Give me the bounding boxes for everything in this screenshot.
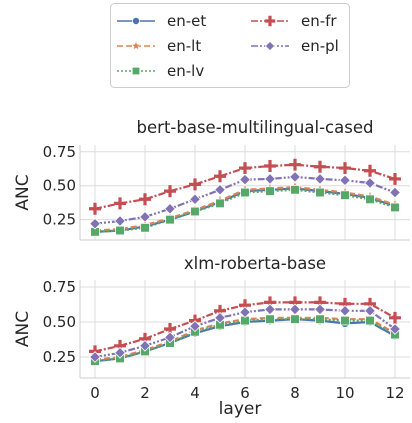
y-tick-label: 0.25 (43, 348, 76, 366)
x-tick-label: 8 (290, 384, 300, 402)
data-point-en-pl (114, 346, 126, 359)
data-point-en-fr (214, 170, 226, 183)
data-point-en-lv (390, 202, 400, 213)
data-point-en-pl (264, 303, 276, 316)
data-point-en-lv (140, 223, 150, 233)
legend-item-en-lt: en-lt (117, 37, 201, 55)
legend-frame (110, 3, 350, 88)
data-point-en-lv (165, 214, 175, 225)
data-point-en-lv (340, 315, 350, 326)
x-axis-label: layer (219, 399, 262, 419)
data-point-en-lv (365, 194, 375, 205)
data-point-en-lv (265, 186, 275, 196)
data-point-en-pl (389, 323, 401, 335)
data-point-en-fr (314, 160, 326, 173)
data-point-en-fr (364, 164, 376, 177)
y-tick-label: 0.75 (43, 143, 76, 161)
x-tick-label: 4 (190, 384, 200, 402)
x-tick-label: 12 (385, 384, 404, 402)
data-point-en-pl (264, 173, 276, 185)
legend-label: en-lv (167, 62, 204, 80)
data-point-en-pl (164, 202, 176, 215)
panel-xlmr: 0 2 4 6 8 10 12 0.25 0.50 0.75 xlm-roberta-base ANC… (13, 254, 410, 419)
data-point-en-lv (365, 315, 375, 326)
data-point-en-pl (214, 183, 226, 196)
data-point-en-lv (290, 185, 300, 195)
data-point-en-pl (314, 173, 326, 185)
data-point-en-pl (364, 177, 376, 189)
data-point-en-pl (114, 215, 126, 227)
series-en-pl (89, 303, 401, 363)
y-tick-label: 0.75 (43, 278, 76, 296)
data-point-en-pl (214, 311, 226, 324)
x-tick-label: 2 (140, 384, 150, 402)
y-tick-label: 0.25 (43, 211, 76, 229)
panel-bert: 0.25 0.50 0.75 bert-base-multilingual-cased… (13, 118, 410, 241)
data-point-en-lv (190, 206, 200, 217)
data-point-en-fr (339, 162, 351, 175)
data-point-en-lv (315, 187, 325, 198)
data-point-en-fr (164, 185, 176, 198)
legend-item-en-pl: en-pl (251, 37, 339, 55)
legend-label: en-et (167, 12, 206, 30)
legend-item-en-et: en-et (117, 12, 206, 30)
data-point-en-lv (240, 187, 250, 198)
data-point-en-fr (189, 178, 201, 191)
data-point-en-fr (139, 193, 151, 206)
data-point-en-pl (339, 174, 351, 187)
data-point-en-fr (239, 162, 251, 175)
y-tick-label: 0.50 (43, 177, 76, 195)
legend-marker-square (131, 66, 141, 76)
legend-item-en-lv: en-lv (117, 62, 204, 80)
data-point-en-pl (189, 320, 201, 333)
y-tick-label: 0.50 (43, 313, 76, 331)
data-point-en-pl (239, 306, 251, 319)
legend: en-et en-lt en-lv en-fr en-pl (110, 3, 350, 88)
legend-marker-star (130, 40, 142, 51)
data-point-en-lv (290, 314, 300, 324)
y-axis-label: ANC (13, 174, 33, 210)
legend-marker-circle (131, 16, 140, 25)
x-tick-label: 6 (240, 384, 250, 402)
x-tick-label: 0 (90, 384, 100, 402)
legend-marker-plus (264, 15, 276, 27)
data-point-en-lv (315, 314, 325, 324)
series-en-pl (89, 171, 401, 230)
data-point-en-pl (289, 303, 301, 316)
legend-label: en-fr (301, 12, 337, 30)
data-point-en-fr (114, 197, 126, 210)
legend-label: en-pl (301, 37, 339, 55)
data-point-en-pl (289, 171, 301, 183)
data-point-en-pl (364, 304, 376, 317)
series-en-lv (90, 185, 400, 237)
data-point-en-fr (264, 160, 276, 173)
panel-title: xlm-roberta-base (184, 254, 326, 273)
legend-label: en-lt (167, 37, 201, 55)
data-point-en-fr (389, 172, 401, 185)
data-point-en-pl (339, 304, 351, 317)
x-tick-label: 10 (335, 384, 354, 402)
data-point-en-pl (89, 217, 101, 230)
data-point-en-pl (89, 351, 101, 363)
data-point-en-lv (215, 198, 225, 209)
data-point-en-pl (164, 331, 176, 344)
legend-marker-diamond (264, 40, 276, 52)
data-point-en-lv (115, 225, 125, 236)
data-point-en-pl (139, 211, 151, 223)
panel-title: bert-base-multilingual-cased (137, 118, 374, 137)
data-point-en-pl (314, 303, 326, 316)
data-point-en-fr (289, 158, 301, 171)
data-point-en-lv (265, 314, 275, 324)
legend-item-en-fr: en-fr (251, 12, 337, 30)
data-point-en-pl (139, 339, 151, 352)
data-point-en-pl (189, 193, 201, 206)
data-point-en-pl (239, 173, 251, 186)
data-point-en-fr (389, 311, 401, 324)
data-point-en-pl (389, 186, 401, 199)
data-point-en-lv (340, 190, 350, 200)
data-point-en-fr (89, 202, 101, 215)
series-en-fr (89, 158, 401, 215)
y-axis-label: ANC (13, 311, 33, 347)
